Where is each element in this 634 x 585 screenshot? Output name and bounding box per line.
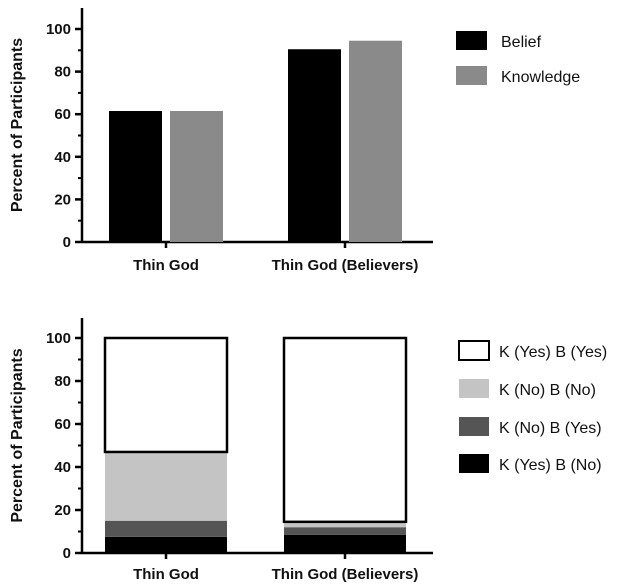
stacked-bar-chart: 0 20 40 60 80 100 Percent of Participants Thin …: [9, 318, 607, 583]
y-tick-label: 0: [63, 545, 71, 562]
grouped-bar-chart: 0 20 40 60 80 100 Percent of Participants Thin …: [9, 8, 580, 274]
legend-label: K (Yes) B (No): [499, 457, 602, 474]
legend-swatch: [459, 454, 489, 473]
y-tick-label: 100: [46, 330, 71, 347]
y-axis-label: Percent of Participants: [9, 348, 26, 522]
bar-knowledge: [170, 111, 223, 242]
legend-swatch: [459, 379, 489, 398]
legend-swatch: [458, 340, 490, 361]
y-tick-label: 100: [46, 21, 71, 38]
stacked-segment: [284, 527, 406, 535]
y-tick-label: 60: [54, 416, 71, 433]
stacked-segment: [105, 536, 227, 553]
legend-swatch: [456, 31, 487, 50]
legend-swatch: [459, 417, 489, 436]
bar-belief: [288, 49, 341, 242]
legend-swatch: [456, 66, 487, 85]
y-tick-label: 20: [54, 502, 71, 519]
y-tick-label: 0: [63, 234, 71, 251]
y-tick-label: 20: [54, 191, 71, 208]
y-axis-label: Percent of Participants: [9, 38, 26, 212]
stacked-segment: [105, 451, 227, 521]
legend-label: K (No) B (Yes): [499, 420, 602, 437]
legend-label: K (Yes) B (Yes): [499, 344, 607, 361]
x-category-label: Thin God (Believers): [272, 257, 419, 274]
y-tick-label: 40: [54, 149, 71, 166]
y-tick-label: 60: [54, 106, 71, 123]
stacked-segment: [284, 534, 406, 553]
bar-belief: [109, 111, 162, 242]
x-category-label: Thin God: [133, 566, 199, 583]
stacked-segment: [103, 336, 229, 454]
legend-label: Belief: [501, 34, 542, 51]
x-category-label: Thin God: [133, 257, 199, 274]
legend-label: K (No) B (No): [499, 382, 596, 399]
y-tick-label: 40: [54, 459, 71, 476]
stacked-segment: [284, 521, 406, 528]
y-tick-label: 80: [54, 64, 71, 81]
bar-knowledge: [349, 40, 402, 243]
legend-label: Knowledge: [501, 69, 580, 86]
stacked-segment: [282, 336, 408, 524]
x-category-label: Thin God (Believers): [272, 566, 419, 583]
y-tick-label: 80: [54, 373, 71, 390]
stacked-segment: [105, 520, 227, 537]
